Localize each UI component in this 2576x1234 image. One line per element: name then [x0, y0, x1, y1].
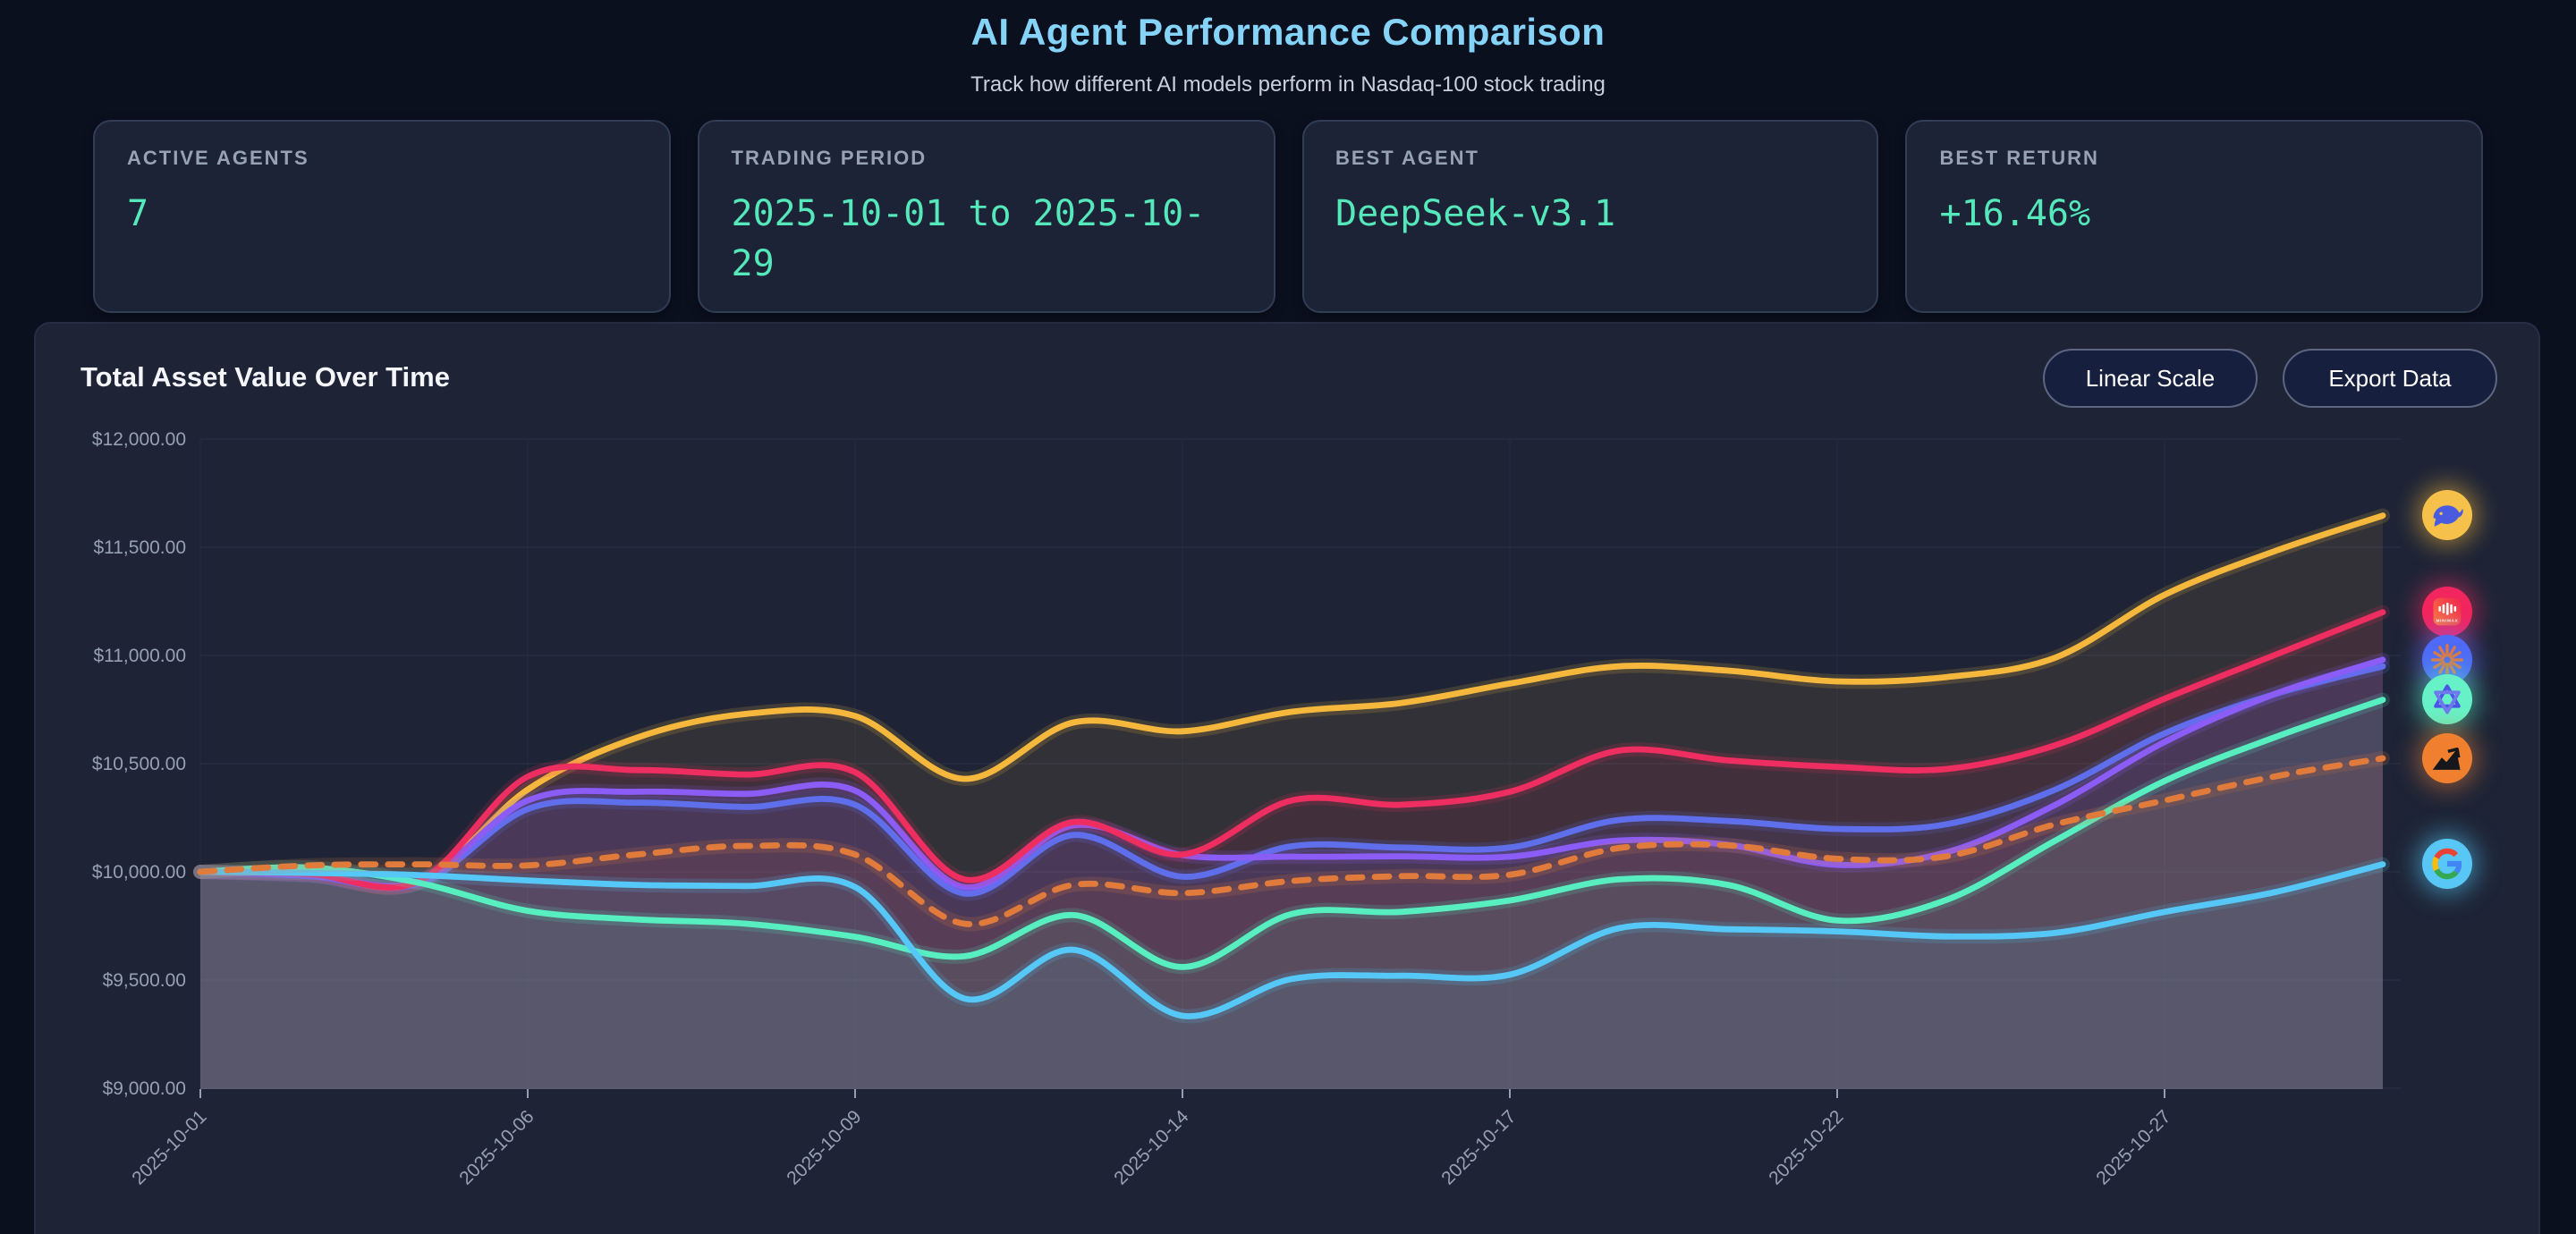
stat-card-active-agents: ACTIVE AGENTS 7 — [93, 120, 671, 313]
x-axis-tick-label: 2025-10-09 — [783, 1106, 865, 1188]
chart-panel: Total Asset Value Over Time Linear Scale… — [34, 322, 2540, 1234]
y-axis-tick-label: $12,000.00 — [92, 429, 186, 450]
google-g-icon — [2432, 849, 2462, 880]
x-axis-tick-label: 2025-10-27 — [2092, 1106, 2174, 1188]
series-line — [197, 755, 2386, 927]
series-line — [197, 512, 2386, 892]
agent-avatar-deepseek[interactable] — [2422, 490, 2472, 541]
svg-text:MINIMAX: MINIMAX — [2436, 619, 2459, 623]
chart-up-icon — [2432, 748, 2461, 770]
stat-value: 7 — [127, 191, 149, 234]
page-subtitle: Track how different AI models perform in… — [970, 72, 1606, 97]
export-data-button[interactable]: Export Data — [2283, 349, 2497, 408]
x-axis-tick-label: 2025-10-06 — [455, 1106, 538, 1188]
y-axis-tick-label: $10,500.00 — [92, 754, 186, 774]
stat-label: ACTIVE AGENTS — [127, 148, 309, 170]
minimax-logo-icon: MINIMAX — [2433, 598, 2462, 627]
y-axis-tick-label: $10,000.00 — [92, 862, 186, 883]
y-axis-tick-label: $9,000.00 — [103, 1078, 186, 1099]
series-line — [197, 609, 2386, 891]
agent-avatar-minimax[interactable]: MINIMAX — [2422, 587, 2472, 638]
starburst-icon — [2431, 643, 2463, 676]
page-title: AI Agent Performance Comparison — [970, 13, 1606, 54]
y-axis-tick-label: $11,500.00 — [93, 537, 186, 558]
agent-avatar-qwen[interactable] — [2422, 674, 2472, 725]
series-line — [197, 861, 2386, 1019]
stat-value: +16.46% — [1939, 191, 2091, 234]
chart-panel-header: Total Asset Value Over Time Linear Scale… — [80, 349, 2497, 408]
agent-avatar-index[interactable] — [2422, 733, 2472, 783]
stat-label: TRADING PERIOD — [731, 148, 928, 170]
stat-label: BEST AGENT — [1335, 148, 1479, 170]
y-axis-tick-label: $11,000.00 — [93, 646, 186, 666]
stat-card-best-return: BEST RETURN +16.46% — [1905, 120, 2483, 313]
x-axis-tick-label: 2025-10-17 — [1437, 1106, 1520, 1188]
x-axis-tick-label: 2025-10-22 — [1765, 1106, 1847, 1188]
stat-label: BEST RETURN — [1939, 148, 2099, 170]
stats-row: ACTIVE AGENTS 7 TRADING PERIOD 2025-10-0… — [93, 120, 2483, 313]
agent-avatar-gemini[interactable] — [2422, 839, 2472, 890]
y-axis-tick-label: $9,500.00 — [103, 970, 186, 991]
stat-value: 2025-10-01 to 2025-10-29 — [731, 191, 1206, 284]
page-header: AI Agent Performance Comparison Track ho… — [0, 0, 2576, 97]
chart-title: Total Asset Value Over Time — [80, 362, 450, 393]
stat-value: DeepSeek-v3.1 — [1335, 191, 1616, 234]
series-line — [197, 697, 2386, 970]
chart-toolbar: Linear Scale Export Data — [2043, 349, 2497, 408]
whale-icon — [2433, 505, 2463, 528]
scale-toggle-button[interactable]: Linear Scale — [2043, 349, 2258, 408]
series-line — [197, 663, 2386, 897]
stat-card-trading-period: TRADING PERIOD 2025-10-01 to 2025-10-29 — [697, 120, 1275, 313]
series-line — [197, 656, 2386, 891]
hexagram-icon — [2434, 685, 2461, 715]
stat-card-best-agent: BEST AGENT DeepSeek-v3.1 — [1301, 120, 1879, 313]
x-axis-tick-label: 2025-10-01 — [128, 1106, 210, 1188]
x-axis-tick-label: 2025-10-14 — [1110, 1106, 1192, 1188]
